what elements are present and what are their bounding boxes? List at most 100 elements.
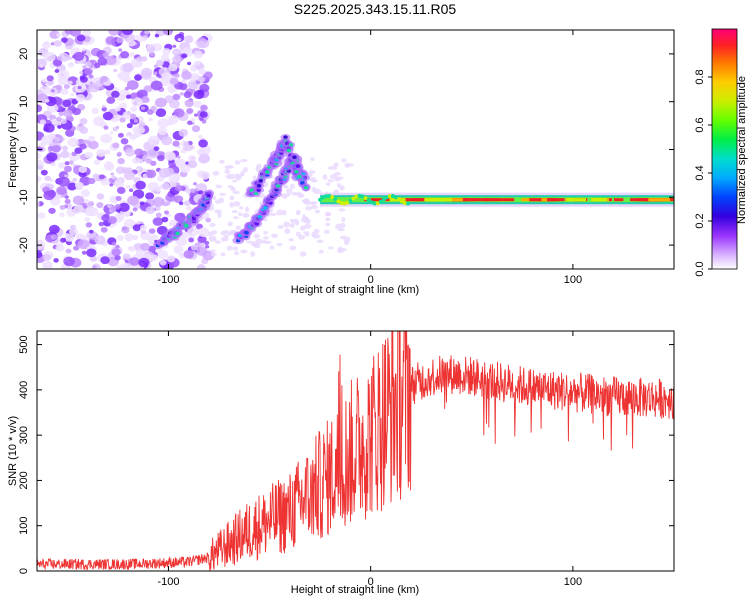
noise-blob	[129, 93, 137, 99]
noise-blob	[123, 170, 136, 181]
noise-blob	[102, 104, 106, 108]
snr-y-tick-label: 500	[18, 335, 30, 353]
haze-blob	[224, 169, 231, 175]
noise-blob	[67, 62, 75, 68]
noise-blob	[42, 254, 51, 261]
noise-blob	[193, 89, 205, 100]
noise-blob	[155, 59, 164, 67]
noise-blob	[183, 91, 192, 99]
haze-blob	[210, 252, 217, 257]
noise-blob	[59, 204, 66, 210]
noise-blob	[106, 203, 112, 209]
noise-blob	[124, 212, 131, 218]
noise-blob	[92, 264, 97, 269]
noise-blob	[72, 107, 82, 116]
noise-blob	[46, 152, 58, 162]
noise-blob	[66, 208, 77, 217]
noise-blob	[148, 117, 153, 122]
noise-blob	[183, 141, 190, 147]
haze-blob	[325, 212, 332, 216]
noise-blob	[84, 217, 90, 222]
noise-blob	[99, 86, 104, 90]
noise-blob	[68, 227, 79, 236]
haze-blob	[276, 242, 283, 247]
haze-blob	[243, 166, 248, 173]
haze-blob	[295, 231, 302, 237]
noise-blob	[124, 233, 134, 242]
snr-x-tick-label: -100	[157, 576, 179, 588]
noise-blob	[147, 135, 160, 146]
snr-series	[37, 331, 674, 571]
noise-blob	[181, 53, 188, 59]
noise-blob	[166, 255, 176, 263]
noise-blob	[116, 234, 124, 242]
noise-blob	[46, 75, 54, 82]
noise-blob	[204, 240, 210, 245]
haze-blob	[263, 230, 268, 235]
noise-blob	[122, 30, 134, 36]
noise-blob	[187, 227, 199, 237]
noise-blob	[135, 180, 146, 190]
noise-blob	[203, 71, 213, 80]
noise-blob	[205, 217, 212, 223]
snr-line	[37, 331, 674, 571]
noise-blob	[157, 154, 165, 162]
noise-blob	[141, 70, 152, 80]
noise-blob	[54, 69, 60, 73]
noise-blob	[119, 117, 126, 123]
noise-blob	[128, 188, 134, 193]
haze-blob	[262, 236, 270, 240]
noise-blob	[178, 82, 188, 91]
noise-blob	[115, 244, 120, 249]
noise-blob	[88, 82, 100, 93]
noise-blob	[197, 264, 206, 269]
haze-blob	[333, 162, 339, 167]
noise-blob	[176, 158, 186, 167]
steady-line-peak	[472, 198, 489, 202]
haze-blob	[311, 186, 317, 193]
haze-blob	[322, 174, 328, 181]
noise-blob	[86, 49, 91, 53]
steady-line-peak	[495, 198, 515, 202]
noise-blob	[130, 133, 139, 140]
noise-blob	[147, 237, 154, 243]
noise-blob	[67, 56, 73, 61]
noise-blob	[59, 118, 67, 125]
noise-blob	[181, 70, 192, 80]
noise-blob	[190, 244, 199, 251]
haze-blob	[323, 229, 330, 234]
noise-blob	[152, 197, 165, 207]
noise-blob	[56, 33, 61, 37]
noise-blob	[145, 206, 156, 214]
noise-blob	[138, 121, 146, 128]
noise-blob	[86, 230, 97, 239]
haze-blob	[227, 231, 232, 236]
noise-blob	[76, 34, 86, 42]
wave-point	[342, 201, 347, 206]
noise-blob	[140, 242, 150, 251]
noise-blob	[199, 242, 206, 248]
wave-point	[348, 198, 353, 203]
haze-blob	[304, 218, 311, 225]
haze-blob	[329, 173, 338, 180]
noise-blob	[183, 200, 191, 206]
wave-point	[366, 198, 371, 203]
noise-blob	[50, 162, 56, 167]
wave-point	[351, 196, 356, 201]
haze-blob	[220, 230, 227, 236]
noise-blob	[41, 78, 47, 83]
noise-blob	[37, 152, 42, 159]
noise-blob	[37, 165, 44, 170]
noise-blob	[140, 229, 146, 235]
colorbar-tick-label: 0.8	[694, 69, 706, 84]
haze-blob	[244, 206, 250, 213]
noise-blob	[168, 63, 178, 72]
noise-blob	[117, 214, 125, 221]
noise-blob	[158, 168, 171, 178]
noise-blob	[153, 146, 160, 152]
noise-blob	[44, 175, 51, 182]
noise-blob	[113, 114, 120, 119]
haze-blob	[313, 228, 320, 235]
noise-blob	[93, 159, 101, 166]
haze-blob	[295, 221, 300, 226]
